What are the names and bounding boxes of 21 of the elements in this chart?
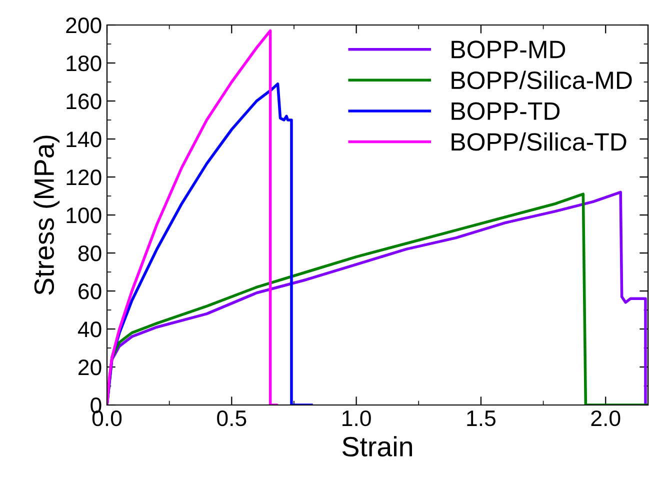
y-tick-label: 20: [78, 360, 102, 376]
y-tick-label: 60: [78, 284, 102, 300]
y-tick-label: 160: [66, 94, 102, 110]
y-tick-label: 40: [78, 322, 102, 338]
y-tick-label: 80: [78, 246, 102, 262]
legend-label: BOPP-TD: [452, 102, 560, 120]
y-tick-label: 100: [66, 208, 102, 224]
x-tick-label: 1.0: [342, 410, 371, 426]
line-series: [107, 29, 278, 405]
y-axis-title: Stress (MPa): [34, 136, 60, 295]
legend-label: BOPP/Silica-TD: [452, 132, 626, 151]
x-tick-label: 0.5: [217, 410, 246, 426]
y-tick-label: 140: [66, 132, 102, 148]
x-axis-title: Strain: [342, 436, 412, 457]
x-tick-label: 2.0: [591, 410, 620, 426]
y-tick-label: 180: [66, 56, 102, 72]
y-tick-label: 120: [66, 170, 102, 186]
legend-label: BOPP/Silica-MD: [452, 70, 632, 90]
y-tick-label: 200: [66, 18, 102, 34]
x-tick-label: 1.5: [467, 410, 496, 426]
legend-label: BOPP-MD: [452, 40, 566, 58]
